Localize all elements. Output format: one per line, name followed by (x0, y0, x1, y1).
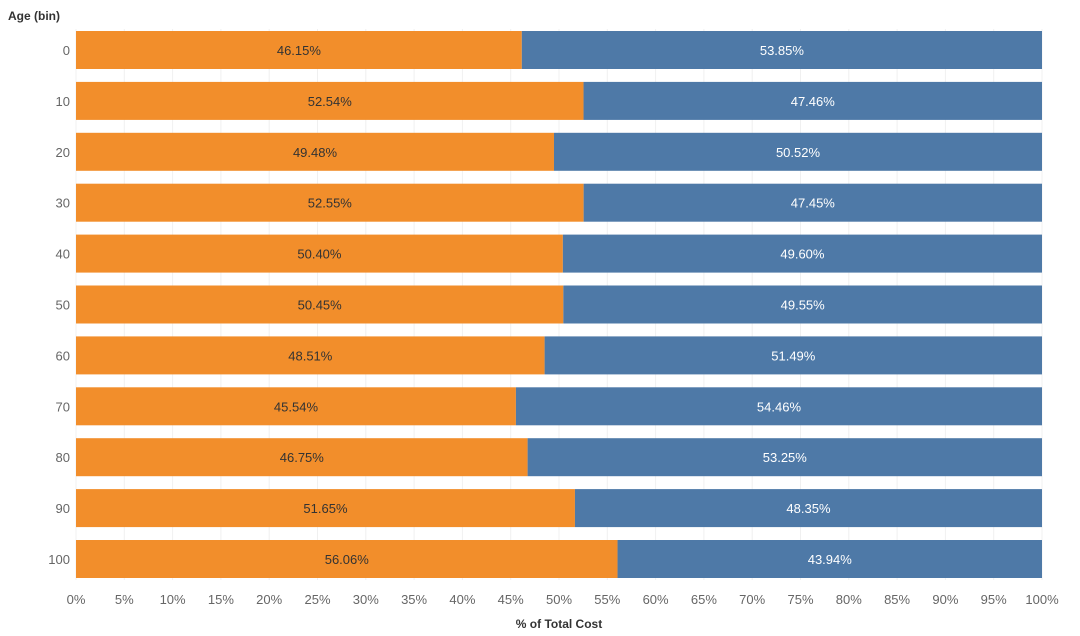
x-tick-label: 10% (160, 592, 186, 607)
bar-segment-blue (527, 438, 1042, 477)
bar-segment-blue (583, 183, 1042, 222)
category-label: 30 (56, 196, 70, 211)
bar-segment-orange (76, 489, 575, 528)
data-label: 51.49% (771, 348, 816, 363)
bar-segment-blue (553, 132, 1042, 171)
data-label: 46.15% (277, 43, 322, 58)
bar-segment-blue (562, 234, 1042, 273)
category-label: 80 (56, 450, 70, 465)
data-label: 53.85% (760, 43, 805, 58)
bar-segment-orange (76, 285, 564, 324)
category-axis: 0 10 20 30 40 50 60 70 80 90 100 (48, 43, 70, 567)
category-label: 10 (56, 94, 70, 109)
bar-segment-blue (617, 540, 1042, 578)
x-tick-label: 40% (449, 592, 475, 607)
category-label: 60 (56, 348, 70, 363)
x-tick-label: 45% (498, 592, 524, 607)
data-label: 48.51% (288, 348, 333, 363)
category-label: 50 (56, 298, 70, 313)
data-label: 43.94% (808, 552, 853, 567)
category-label: 40 (56, 247, 70, 262)
bar-segment-blue (515, 387, 1042, 426)
data-label: 51.65% (303, 501, 348, 516)
x-tick-label: 5% (115, 592, 134, 607)
bar-segment-blue (574, 489, 1042, 528)
data-label: 49.48% (293, 145, 338, 160)
bar-segment-orange (76, 438, 528, 477)
category-label: 90 (56, 501, 70, 516)
x-tick-label: 0% (67, 592, 86, 607)
bar-segment-blue (544, 336, 1042, 375)
x-tick-label: 60% (643, 592, 669, 607)
category-label: 20 (56, 145, 70, 160)
data-label: 52.55% (308, 196, 353, 211)
bar-segment-orange (76, 183, 584, 222)
x-tick-label: 55% (594, 592, 620, 607)
x-tick-label: 90% (932, 592, 958, 607)
data-label: 47.46% (791, 94, 836, 109)
x-tick-label: 80% (836, 592, 862, 607)
bar-segment-orange (76, 540, 618, 578)
data-label: 50.52% (776, 145, 821, 160)
x-tick-label: 95% (981, 592, 1007, 607)
bar-segment-orange (76, 336, 545, 375)
category-label: 100 (48, 552, 70, 567)
bar-segment-orange (76, 387, 516, 426)
data-label: 52.54% (308, 94, 353, 109)
y-axis-title: Age (bin) (8, 9, 60, 23)
x-tick-label: 30% (353, 592, 379, 607)
data-label: 53.25% (763, 450, 808, 465)
x-tick-label: 20% (256, 592, 282, 607)
data-label: 50.40% (297, 247, 342, 262)
bars (76, 31, 1042, 578)
value-axis: 0% 5% 10% 15% 20% 25% 30% 35% 40% 45% 50% 55% 60% 65%… (67, 592, 1059, 607)
x-tick-label: 25% (304, 592, 330, 607)
x-tick-label: 75% (787, 592, 813, 607)
data-label: 56.06% (325, 552, 370, 567)
x-tick-label: 85% (884, 592, 910, 607)
data-label: 50.45% (298, 298, 343, 313)
bar-segment-orange (76, 132, 554, 171)
bar-segment-blue (521, 31, 1042, 69)
bar-segment-orange (76, 234, 563, 273)
x-tick-label: 50% (546, 592, 572, 607)
x-tick-label: 65% (691, 592, 717, 607)
x-tick-label: 100% (1025, 592, 1059, 607)
bar-segment-blue (563, 285, 1042, 324)
data-label: 48.35% (786, 501, 831, 516)
data-label: 49.60% (780, 247, 825, 262)
category-label: 0 (63, 43, 70, 58)
x-tick-label: 15% (208, 592, 234, 607)
data-label: 46.75% (280, 450, 325, 465)
x-tick-label: 70% (739, 592, 765, 607)
bar-segment-orange (76, 81, 584, 120)
category-label: 70 (56, 399, 70, 414)
data-label: 54.46% (757, 399, 802, 414)
data-label: 47.45% (791, 196, 836, 211)
bar-segment-orange (76, 31, 522, 69)
data-label: 49.55% (781, 298, 826, 313)
x-axis-title: % of Total Cost (516, 617, 602, 631)
data-labels: 46.15% 53.85% 52.54% 47.46% 49.48% 50.52% 52.5… (274, 43, 852, 567)
x-tick-label: 35% (401, 592, 427, 607)
bar-segment-blue (583, 81, 1042, 120)
data-label: 45.54% (274, 399, 319, 414)
